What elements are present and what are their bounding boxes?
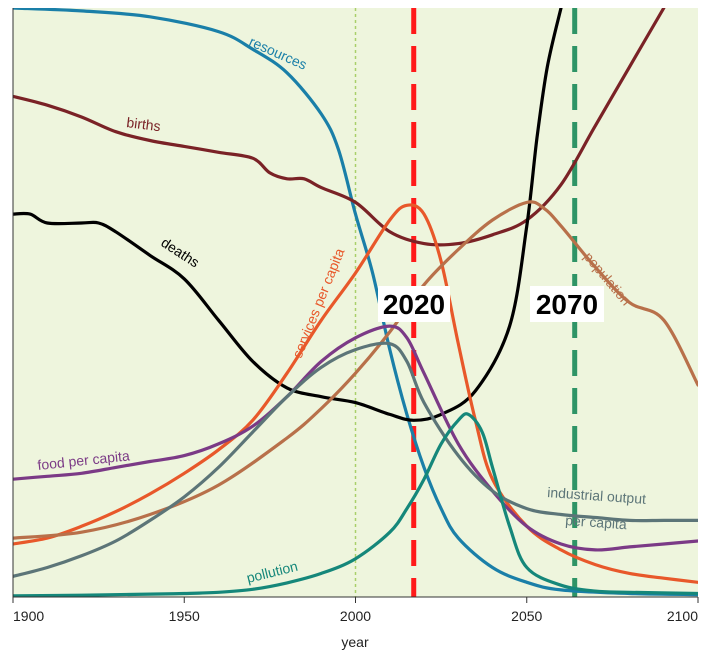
label-per-capita: per capita	[565, 512, 628, 532]
x-axis-label: year	[341, 634, 369, 650]
marker-2070-label: 2070	[536, 289, 598, 320]
year-markers	[354, 8, 578, 597]
x-tick-label-2000: 2000	[340, 608, 371, 624]
x-tick-label-2050: 2050	[511, 608, 542, 624]
series-line-pollution	[13, 412, 698, 597]
series-line-deaths	[13, 8, 563, 422]
x-tick-label-1950: 1950	[169, 608, 200, 624]
series-line-industrial-output-per-capita	[13, 341, 698, 578]
marker-2020-label-bg	[378, 286, 450, 322]
series-lines	[13, 8, 698, 597]
series-line-population	[13, 200, 698, 540]
marker-2020-label: 2020	[383, 289, 445, 320]
series-line-services-per-capita	[13, 203, 698, 584]
x-ticks: 1900 1950 2000 2050 2100	[12, 597, 699, 624]
label-births: births	[126, 114, 162, 134]
series-line-births	[13, 8, 666, 247]
label-industrial-output: industrial output	[547, 484, 647, 507]
x-tick-label-2100: 2100	[667, 608, 698, 624]
x-tick-label-1900: 1900	[13, 608, 44, 624]
series-line-food-per-capita	[13, 324, 698, 552]
marker-2070-label-bg	[530, 286, 604, 322]
